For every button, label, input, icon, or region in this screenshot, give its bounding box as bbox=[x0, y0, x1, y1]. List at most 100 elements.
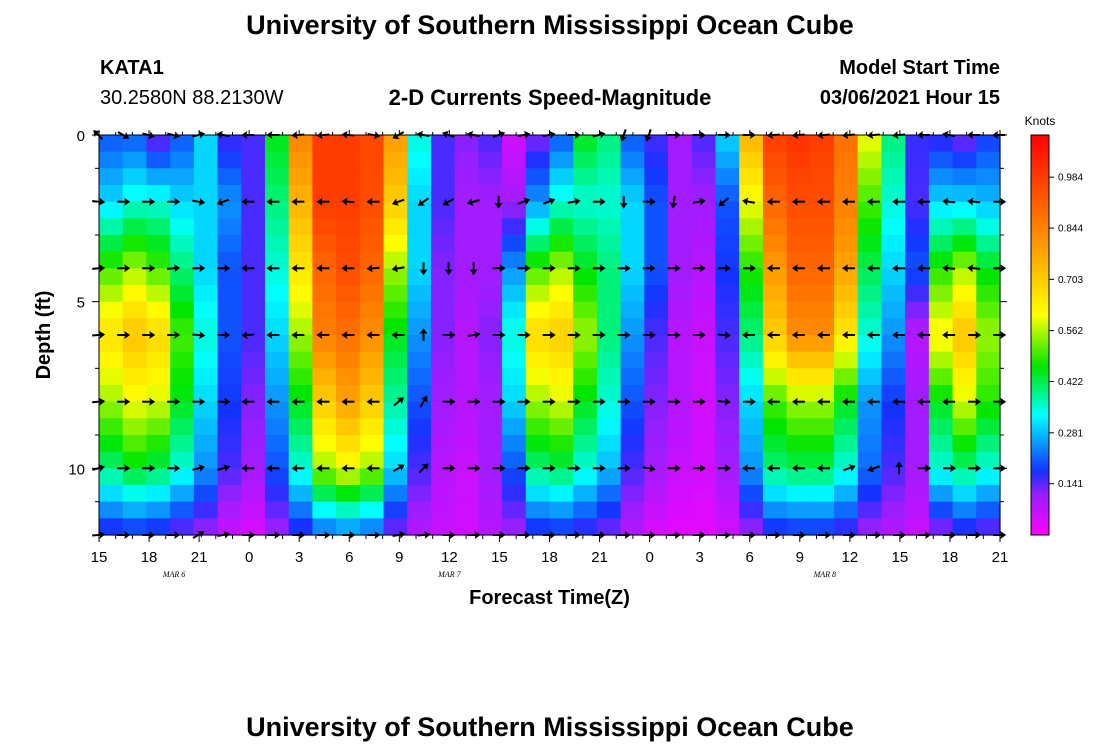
current-arrow bbox=[592, 464, 606, 473]
heatmap-cell bbox=[644, 485, 669, 503]
heatmap-cell bbox=[549, 135, 574, 153]
heatmap-cell bbox=[952, 218, 977, 236]
current-arrow bbox=[517, 197, 531, 206]
heatmap-cell bbox=[762, 501, 788, 519]
heatmap-cell bbox=[881, 435, 906, 453]
heatmap-cell bbox=[952, 335, 977, 353]
heatmap-cell bbox=[336, 385, 361, 403]
heatmap-cell bbox=[288, 285, 313, 303]
heatmap-cell bbox=[146, 351, 171, 369]
heatmap-cell bbox=[217, 368, 242, 386]
heatmap-cell bbox=[928, 518, 954, 536]
heatmap-cell bbox=[810, 301, 835, 319]
heatmap-cell bbox=[146, 401, 171, 419]
heatmap-cell bbox=[264, 485, 290, 503]
heatmap-cell bbox=[739, 451, 764, 469]
heatmap-cell bbox=[810, 168, 835, 186]
current-arrow bbox=[892, 197, 906, 206]
heatmap-cell bbox=[739, 268, 764, 286]
heatmap-cell bbox=[478, 318, 503, 336]
heatmap-cell bbox=[241, 451, 266, 469]
heatmap-cell bbox=[976, 418, 1001, 436]
heatmap-cell bbox=[430, 368, 456, 386]
heatmap-cell bbox=[644, 451, 669, 469]
current-arrow bbox=[669, 195, 678, 209]
heatmap-cell bbox=[786, 485, 811, 503]
heatmap-cell bbox=[217, 285, 242, 303]
heatmap-cell bbox=[762, 485, 788, 503]
heatmap-cell bbox=[193, 451, 219, 469]
heatmap-cell bbox=[668, 468, 693, 486]
heatmap-cell bbox=[857, 285, 883, 303]
heatmap-cell bbox=[952, 468, 977, 486]
heatmap-cell bbox=[549, 285, 574, 303]
heatmap-cell bbox=[383, 468, 408, 486]
heatmap-cell bbox=[193, 185, 219, 203]
current-arrow bbox=[216, 198, 230, 206]
heatmap-cell bbox=[99, 301, 124, 319]
x-axis-label: Forecast Time(Z) bbox=[469, 587, 630, 609]
heatmap-cell bbox=[502, 201, 527, 219]
current-arrow bbox=[567, 197, 581, 206]
heatmap-cell bbox=[905, 385, 930, 403]
heatmap-cell bbox=[170, 335, 195, 353]
heatmap-cell bbox=[312, 201, 337, 219]
heatmap-cell bbox=[359, 301, 385, 319]
heatmap-cell bbox=[146, 201, 171, 219]
heatmap-cell bbox=[596, 218, 622, 236]
x-tick-label: 12 bbox=[441, 549, 458, 566]
current-arrow bbox=[316, 264, 330, 273]
colorbar-tick-label: 0.984 bbox=[1058, 173, 1083, 184]
heatmap-cell bbox=[857, 135, 883, 153]
heatmap-cell bbox=[905, 351, 930, 369]
heatmap-cell bbox=[312, 485, 337, 503]
current-arrow bbox=[142, 397, 156, 406]
heatmap-cell bbox=[739, 151, 764, 169]
heatmap-cell bbox=[217, 351, 242, 369]
current-arrow bbox=[167, 397, 181, 406]
current-arrow bbox=[667, 331, 681, 339]
heatmap-cell bbox=[407, 468, 432, 486]
heatmap-cell bbox=[573, 201, 598, 219]
heatmap-cell bbox=[644, 335, 669, 353]
heatmap-cell bbox=[383, 318, 408, 336]
heatmap-cell bbox=[122, 368, 148, 386]
heatmap-cell bbox=[976, 368, 1001, 386]
heatmap-cell bbox=[668, 218, 693, 236]
heatmap-cell bbox=[217, 318, 242, 336]
heatmap-cell bbox=[834, 335, 859, 353]
heatmap-cell bbox=[217, 135, 242, 153]
heatmap-cell bbox=[241, 268, 266, 286]
heatmap-cell bbox=[668, 451, 693, 469]
heatmap-cell bbox=[264, 335, 290, 353]
heatmap-cell bbox=[383, 335, 408, 353]
heatmap-cell bbox=[596, 268, 622, 286]
heatmap-cell bbox=[620, 385, 645, 403]
heatmap-cell bbox=[620, 418, 645, 436]
heatmap-cell bbox=[454, 151, 479, 169]
heatmap-cell bbox=[786, 301, 811, 319]
current-arrow bbox=[667, 464, 681, 473]
heatmap-cell bbox=[264, 201, 290, 219]
heatmap-cell bbox=[881, 501, 906, 519]
heatmap-cell bbox=[502, 268, 527, 286]
heatmap-cell bbox=[691, 235, 717, 253]
heatmap-cell bbox=[312, 235, 337, 253]
current-arrow bbox=[192, 264, 206, 273]
heatmap-cell bbox=[146, 468, 171, 486]
heatmap-cell bbox=[502, 251, 527, 269]
heatmap-cell bbox=[644, 318, 669, 336]
heatmap-cell bbox=[644, 418, 669, 436]
heatmap-cell bbox=[407, 301, 432, 319]
heatmap-cell bbox=[264, 135, 290, 153]
heatmap-cell bbox=[264, 285, 290, 303]
heatmap-cell bbox=[739, 518, 764, 536]
heatmap-cell bbox=[881, 418, 906, 436]
current-arrow bbox=[617, 264, 631, 273]
heatmap-cell bbox=[976, 485, 1001, 503]
heatmap-cell bbox=[715, 451, 740, 469]
heatmap-cell bbox=[549, 201, 574, 219]
heatmap-cell bbox=[170, 418, 195, 436]
heatmap-cell bbox=[193, 201, 219, 219]
heatmap-cell bbox=[691, 301, 717, 319]
